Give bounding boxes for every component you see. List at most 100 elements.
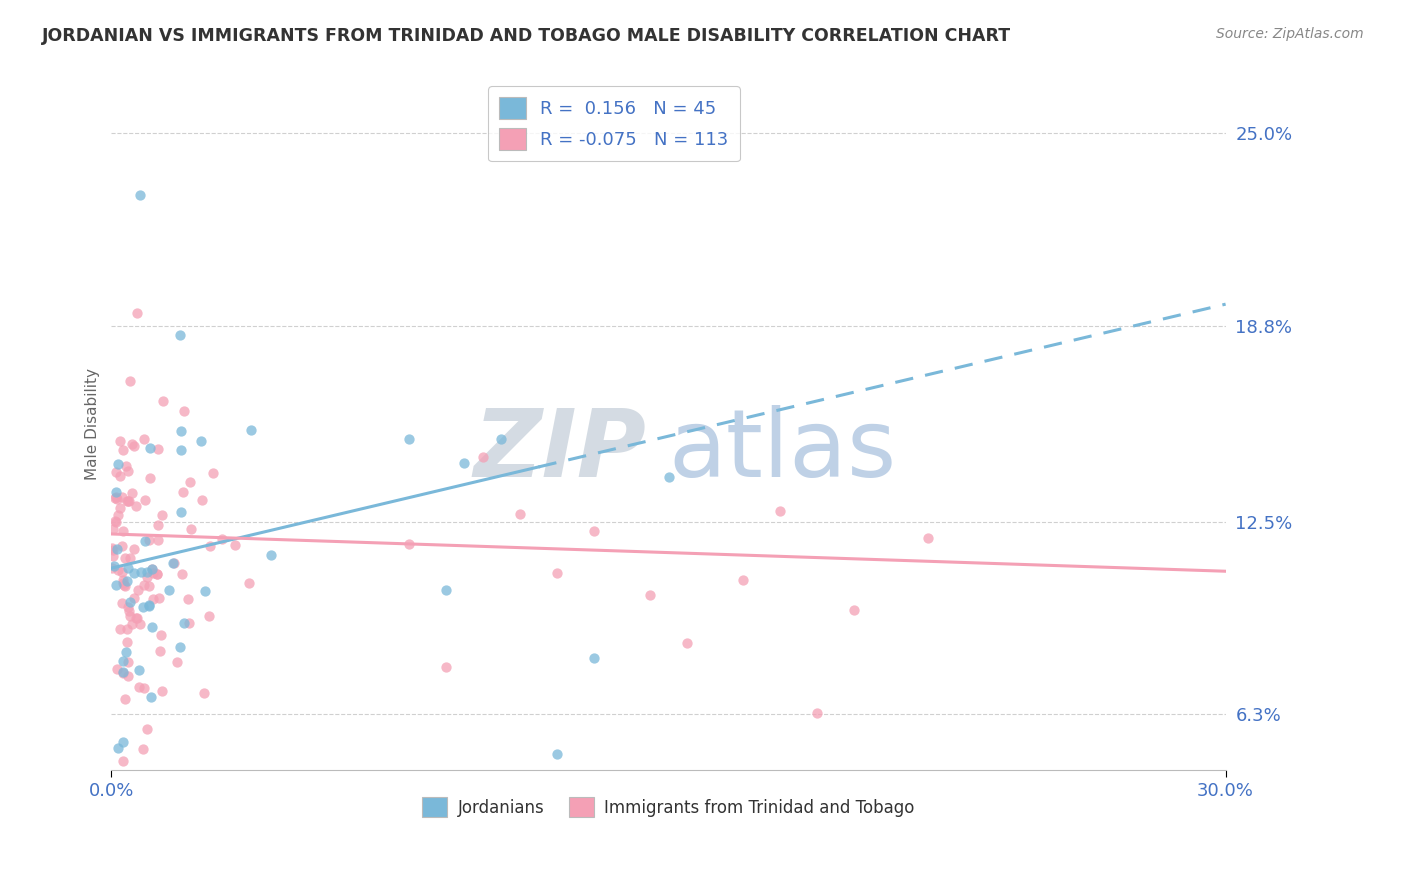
Point (101, 541, 124, 555)
Point (453, 456, 475, 470)
Point (141, 562, 163, 576)
Point (132, 742, 155, 756)
Point (169, 328, 191, 343)
Point (141, 561, 163, 575)
Point (132, 433, 155, 447)
Legend: Jordanians, Immigrants from Trinidad and Tobago: Jordanians, Immigrants from Trinidad and… (416, 790, 921, 824)
Point (138, 598, 160, 612)
Point (139, 471, 162, 485)
Point (101, 542, 124, 557)
Point (193, 686, 215, 700)
Point (124, 566, 146, 580)
Point (657, 469, 679, 483)
Point (149, 628, 172, 642)
Point (194, 583, 217, 598)
Point (114, 579, 136, 593)
Point (136, 570, 159, 584)
Point (146, 566, 169, 581)
Point (104, 491, 127, 505)
Point (132, 600, 155, 615)
Point (125, 499, 148, 513)
Point (844, 602, 866, 616)
Point (122, 541, 145, 556)
Point (107, 563, 129, 577)
Point (917, 531, 939, 545)
Point (200, 539, 222, 553)
Point (103, 522, 125, 536)
Point (191, 493, 214, 508)
Point (146, 533, 169, 547)
Point (112, 665, 135, 679)
Point (509, 508, 531, 522)
Point (112, 578, 135, 592)
Point (172, 567, 194, 582)
Point (125, 611, 148, 625)
Point (111, 491, 134, 505)
Point (111, 665, 134, 680)
Point (676, 636, 699, 650)
Point (114, 692, 136, 706)
Point (146, 566, 169, 581)
Point (434, 659, 457, 673)
Point (128, 663, 150, 677)
Point (122, 439, 145, 453)
Point (132, 681, 155, 695)
Point (583, 524, 606, 538)
Point (120, 595, 142, 609)
Point (806, 706, 828, 720)
Point (142, 591, 165, 606)
Point (114, 645, 136, 659)
Point (150, 684, 173, 698)
Point (115, 622, 138, 636)
Point (104, 515, 127, 529)
Point (138, 599, 160, 613)
Point (177, 592, 200, 607)
Point (121, 436, 143, 450)
Point (108, 622, 131, 636)
Point (169, 640, 191, 654)
Text: atlas: atlas (668, 406, 897, 498)
Text: ZIP: ZIP (474, 406, 647, 498)
Point (138, 579, 160, 593)
Point (112, 575, 135, 590)
Point (170, 505, 193, 519)
Point (177, 616, 200, 631)
Point (111, 539, 134, 553)
Point (101, 549, 124, 564)
Point (108, 500, 131, 515)
Point (107, 457, 129, 471)
Point (124, 591, 146, 605)
Point (239, 423, 262, 437)
Point (103, 558, 125, 573)
Point (190, 434, 212, 449)
Point (129, 617, 152, 632)
Point (136, 565, 159, 579)
Point (101, 561, 124, 575)
Point (136, 722, 159, 736)
Point (114, 459, 136, 474)
Point (142, 566, 165, 580)
Point (180, 522, 202, 536)
Point (117, 493, 139, 508)
Point (110, 469, 132, 483)
Point (107, 741, 129, 756)
Point (117, 574, 139, 588)
Point (434, 583, 457, 598)
Point (173, 616, 195, 631)
Point (398, 536, 420, 550)
Point (146, 518, 169, 533)
Point (141, 620, 163, 634)
Point (152, 393, 174, 408)
Point (173, 404, 195, 418)
Point (170, 425, 193, 439)
Point (127, 582, 149, 597)
Point (260, 548, 283, 562)
Point (211, 532, 233, 546)
Point (138, 533, 160, 547)
Point (769, 504, 792, 518)
Point (202, 466, 225, 480)
Point (117, 493, 139, 508)
Point (731, 573, 754, 587)
Point (583, 650, 606, 665)
Point (117, 604, 139, 618)
